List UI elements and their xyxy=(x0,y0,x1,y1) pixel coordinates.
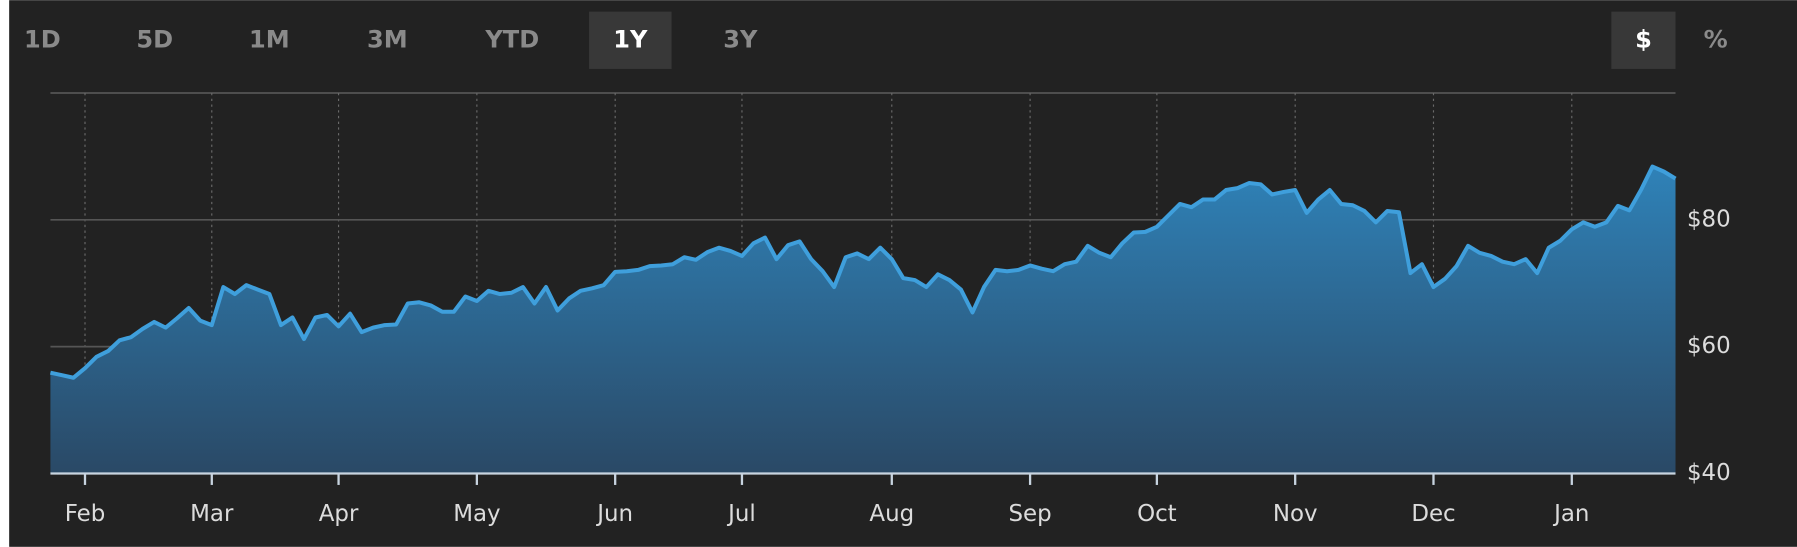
x-tick-label: May xyxy=(453,501,500,527)
x-tick-label: Jul xyxy=(726,501,756,527)
range-button[interactable]: 1M xyxy=(249,25,290,53)
selected-button-bg xyxy=(589,11,672,69)
x-tick-label: Mar xyxy=(190,501,234,527)
unit-button[interactable]: $ xyxy=(1635,25,1652,53)
x-tick-label: Aug xyxy=(869,501,914,527)
x-tick-label: Apr xyxy=(319,501,359,527)
x-tick-label: Nov xyxy=(1273,501,1318,527)
x-tick-label: Jun xyxy=(595,501,633,527)
unit-button[interactable]: % xyxy=(1704,25,1728,53)
x-tick-label: Sep xyxy=(1008,501,1051,527)
range-button[interactable]: 3M xyxy=(367,25,408,53)
y-tick-label: $80 xyxy=(1687,206,1731,232)
x-tick-label: Oct xyxy=(1137,501,1177,527)
selected-button-bg xyxy=(1611,11,1676,69)
y-tick-label: $60 xyxy=(1687,333,1731,359)
range-button[interactable]: 3Y xyxy=(723,25,758,53)
price-line xyxy=(49,164,1677,380)
range-button[interactable]: YTD xyxy=(484,25,539,53)
x-tick-label: Jan xyxy=(1552,501,1589,527)
range-button[interactable]: 5D xyxy=(136,25,173,53)
range-button[interactable]: 1Y xyxy=(613,25,648,53)
y-tick-label: $40 xyxy=(1687,460,1731,486)
x-tick-label: Feb xyxy=(65,501,106,527)
area-fill xyxy=(50,166,1676,474)
range-button[interactable]: 1D xyxy=(24,25,61,53)
x-tick-label: Dec xyxy=(1411,501,1455,527)
